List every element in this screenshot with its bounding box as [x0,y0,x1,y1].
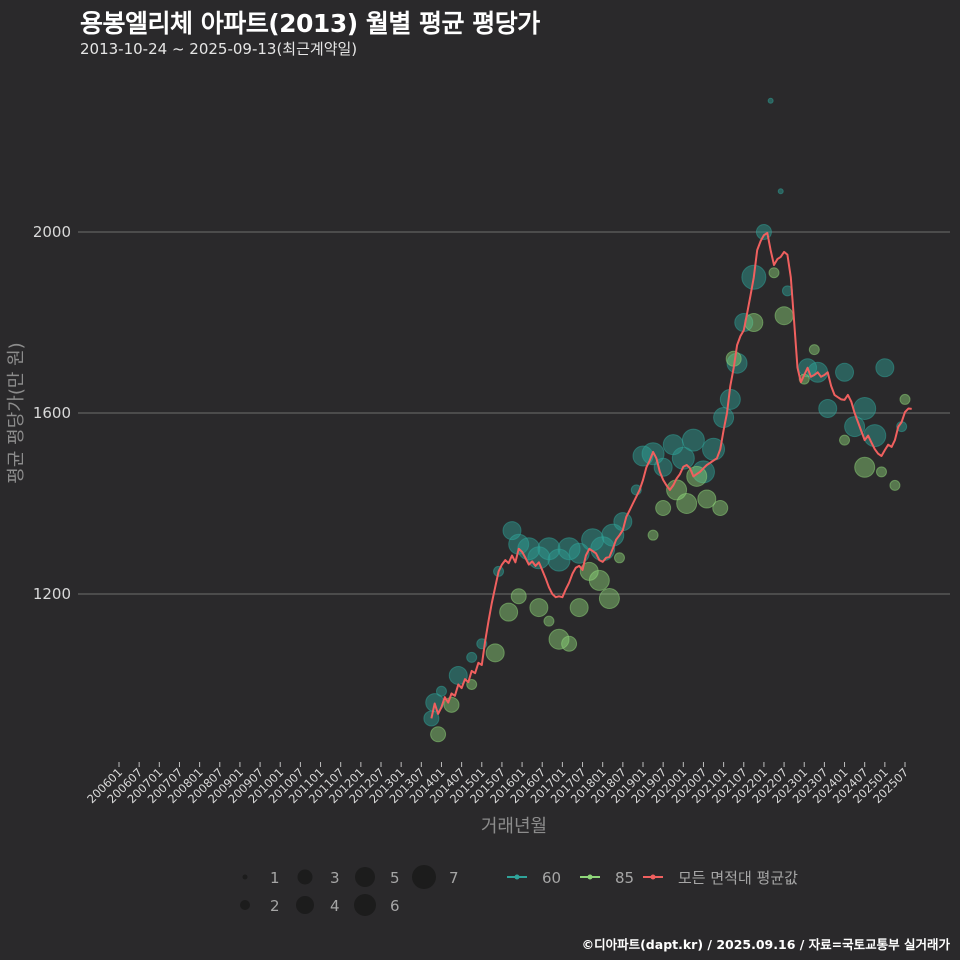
bubble-85 [676,493,698,514]
bubble-60 [726,352,748,374]
bubble-60 [818,398,838,418]
x-axis-ticks: 2006012006072007012007072008012008072009… [84,762,911,806]
legend-point-icon [587,874,593,880]
bubble-60 [777,188,784,195]
y-axis-ticks: 1200 1600 2000 [33,223,71,603]
bubble-85 [647,529,659,541]
bubble-85 [485,643,505,663]
bubble-85 [510,588,527,605]
y-axis-label: 평균 평당가(만 원) [6,342,27,483]
bubble-60 [423,710,440,727]
legend-size-6-icon [354,894,376,916]
bubble-layer [423,97,911,743]
bubble-60 [681,428,705,452]
legend-size-label: 1 [270,869,280,887]
x-axis-label: 거래년월 [481,816,547,837]
bubble-85 [543,615,555,627]
legend-size-5-icon [355,867,375,887]
chart-title: 용봉엘리체 아파트(2013) 월별 평균 평당가 [80,9,540,38]
legend-line-label: 85 [615,869,634,887]
y-tick-label: 1600 [33,404,71,422]
bubble-60 [568,542,590,564]
bubble-85 [712,500,729,517]
bubble-85 [561,635,578,652]
bubble-60 [853,396,877,420]
legend: 1 2 3 4 5 6 7 60 85 모든 면적대 평균값 [240,865,798,916]
bubble-60 [844,416,866,438]
legend-size-label: 7 [449,869,459,887]
bubble-85 [854,456,876,478]
chart-subtitle: 2013-10-24 ~ 2025-09-13(최근계약일) [80,40,358,58]
y-gridlines [78,231,950,595]
bubble-85 [839,434,851,446]
bubble-85 [808,344,820,356]
average-line [430,231,912,719]
bubble-60 [632,445,654,467]
bubble-85 [768,267,780,279]
legend-point-icon [514,874,520,880]
source-credit: ©디아파트(dapt.kr) / 2025.09.16 / 자료=국토교통부 실… [581,937,950,952]
bubble-85 [499,602,519,622]
bubble-85 [774,306,794,326]
bubble-60 [835,362,855,382]
bubble-85 [598,588,620,610]
legend-size-label: 2 [270,897,280,915]
legend-size-label: 6 [390,897,400,915]
legend-size-2-icon [240,900,250,910]
bubble-85 [889,479,901,491]
bubble-85 [430,726,447,743]
legend-point-icon [650,874,656,880]
bubble-85 [548,628,570,650]
legend-size-7-icon [412,865,436,889]
bubble-60 [502,521,522,541]
bubble-85 [529,598,549,618]
bubble-60 [557,537,581,561]
bubble-60 [767,97,774,104]
bubble-60 [466,651,478,663]
bubble-85 [569,598,589,618]
legend-size-3-icon [297,869,313,885]
bubble-85 [655,500,672,517]
bubble-85 [875,466,887,478]
bubble-60 [875,358,895,378]
bubble-60 [671,446,695,470]
y-tick-label: 1200 [33,585,71,603]
bubble-85 [613,552,625,564]
average-polyline [430,231,912,719]
legend-size-label: 3 [330,869,340,887]
legend-size-label: 4 [330,897,340,915]
bubble-85 [697,489,717,509]
legend-size-4-icon [296,896,314,914]
bubble-60 [713,407,735,429]
bubble-60 [435,685,447,697]
bubble-85 [588,569,610,591]
legend-size-label: 5 [390,869,400,887]
legend-size-1-icon [242,874,248,880]
legend-line-label: 모든 면적대 평균값 [678,869,798,887]
legend-line-label: 60 [542,869,561,887]
bubble-60 [653,457,673,477]
bubble-60 [755,224,772,240]
bubble-85 [899,393,911,405]
y-tick-label: 2000 [33,223,71,241]
